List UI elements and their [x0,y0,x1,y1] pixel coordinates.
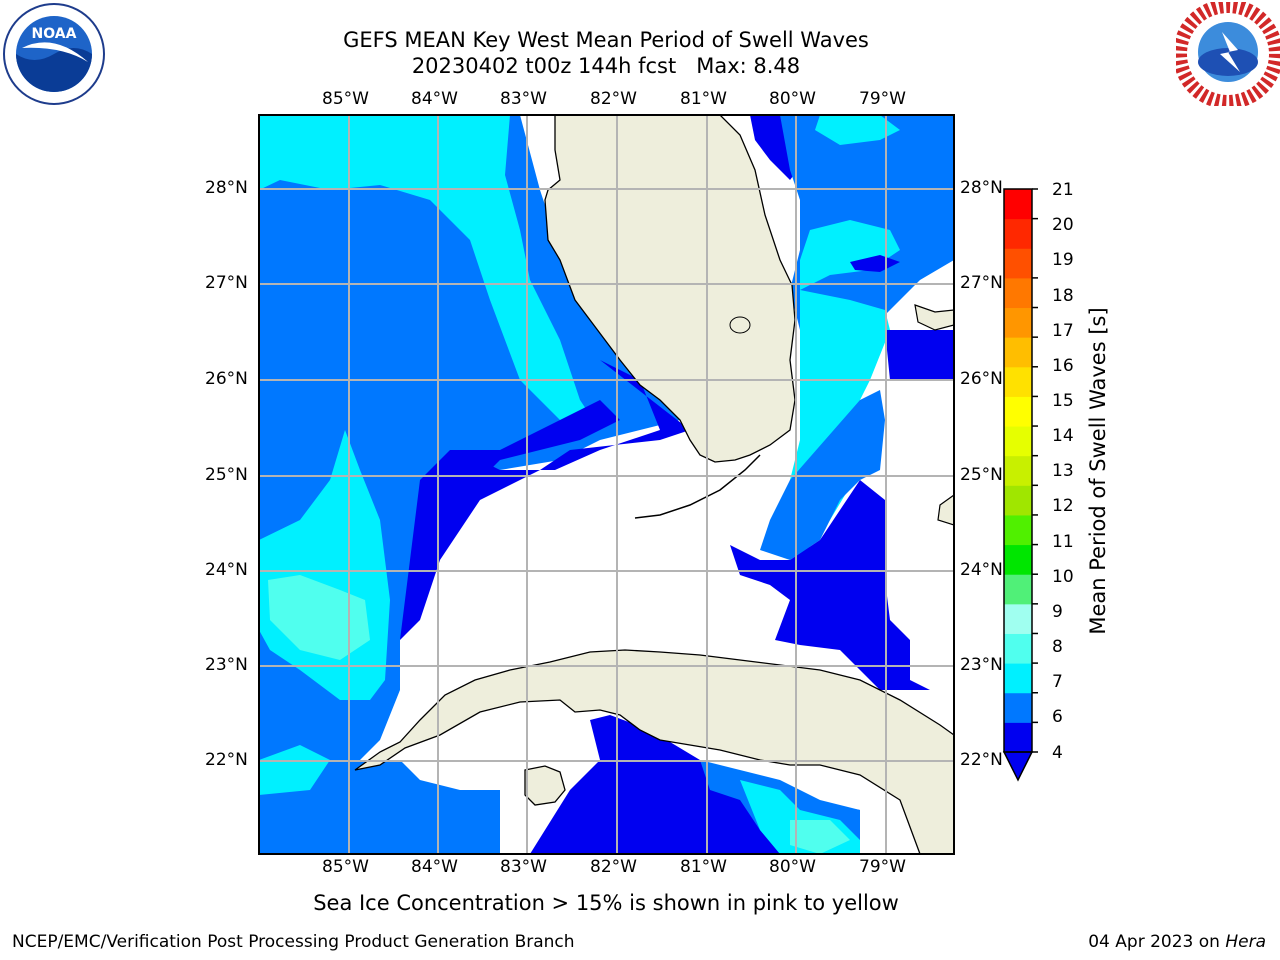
colorbar-segment [1004,544,1032,575]
colorbar-tick: 11 [1052,532,1074,552]
lon-tick-top: 84°W [411,89,458,109]
footer-credit: NCEP/EMC/Verification Post Processing Pr… [12,932,575,952]
map-title: GEFS MEAN Key West Mean Period of Swell … [256,27,956,79]
title-line-1: GEFS MEAN Key West Mean Period of Swell … [343,28,869,52]
colorbar-segment [1004,633,1032,664]
field-6-7s-south [790,820,850,854]
colorbar-segment [1004,663,1032,694]
colorbar-segment [1004,426,1032,457]
colorbar-segment [1004,603,1032,634]
lat-tick-left: 26°N [205,369,248,389]
field-2-4s-southwest [259,760,500,854]
lat-tick-right: 23°N [960,655,1003,675]
lon-tick-bottom: 84°W [411,857,458,877]
colorbar-tick: 14 [1052,426,1074,446]
lat-tick-right: 27°N [960,273,1003,293]
field-4-6s-southwest [259,745,330,795]
colorbar-tick: 7 [1052,672,1063,692]
lat-tick-right: 26°N [960,369,1003,389]
colorbar-segment [1004,248,1032,279]
florida-land [544,115,796,463]
colorbar-tick: 21 [1052,180,1074,200]
andros-land [937,494,954,526]
colorbar-tick: 20 [1052,215,1074,235]
colorbar-segment [1004,307,1032,338]
lon-tick-top: 83°W [500,89,547,109]
colorbar-tick: 6 [1052,707,1063,727]
colorbar-segment [1004,485,1032,516]
colorbar-tick: 13 [1052,461,1074,481]
lon-tick-top: 82°W [590,89,637,109]
field-under-2s-east-straits [730,480,930,690]
lat-tick-left: 24°N [205,560,248,580]
lon-tick-bottom: 83°W [500,857,547,877]
colorbar-tick: 8 [1052,637,1063,657]
lat-tick-right: 22°N [960,750,1003,770]
colorbar-underflow-arrow [1002,751,1034,782]
lon-tick-bottom: 81°W [680,857,727,877]
colorbar-segment [1004,455,1032,486]
lon-tick-bottom: 85°W [322,857,369,877]
lat-tick-left: 25°N [205,465,248,485]
colorbar-tick: 9 [1052,602,1063,622]
field-6-7s-west [268,575,370,660]
field-4-6s-west-top [259,115,600,430]
colorbar-tick: 10 [1052,567,1074,587]
colorbar-segment [1004,396,1032,427]
lat-tick-left: 23°N [205,655,248,675]
lat-tick-left: 28°N [205,178,248,198]
colorbar-tick: 18 [1052,286,1074,306]
footer-date: 04 Apr 2023 on Hera [1088,932,1266,952]
florida-keys [634,454,761,519]
colorbar-frame [1003,188,1033,753]
colorbar-segment [1004,722,1032,753]
field-under-2s-west-2 [400,400,620,640]
colorbar-tick: 17 [1052,321,1074,341]
lon-tick-bottom: 80°W [769,857,816,877]
lon-tick-bottom: 79°W [859,857,906,877]
nws-logo [1176,2,1280,106]
field-4-6s-east-mid [800,220,900,290]
lat-tick-left: 22°N [205,750,248,770]
lon-tick-top: 81°W [680,89,727,109]
map-field [259,115,954,854]
colorbar-segment [1004,189,1032,220]
bahamas-land [914,304,954,331]
lon-tick-top: 79°W [859,89,906,109]
colorbar-tick: 19 [1052,250,1074,270]
noaa-logo: NOAA [3,3,105,105]
colorbar-segment [1004,514,1032,546]
colorbar-tick: 4 [1052,743,1063,763]
field-under-2s-east-patch [850,255,900,272]
lat-tick-left: 27°N [205,273,248,293]
colorbar-segment [1004,574,1032,605]
field-under-2s-bahamas [885,330,954,380]
lat-tick-right: 25°N [960,465,1003,485]
colorbar-segment [1004,337,1032,368]
colorbar-segment [1004,366,1032,397]
field-4-6s-east-top [815,115,900,145]
colorbar-segment [1004,692,1032,723]
colorbar-tick: 12 [1052,496,1074,516]
svg-text:NOAA: NOAA [32,26,77,42]
map-frame [258,114,955,855]
lat-tick-right: 28°N [960,178,1003,198]
lat-tick-right: 24°N [960,560,1003,580]
sea-ice-note: Sea Ice Concentration > 15% is shown in … [313,891,899,915]
title-line-2: 20230402 t00z 144h fcst Max: 8.48 [411,54,801,78]
colorbar-segment [1004,218,1032,249]
lon-tick-top: 85°W [322,89,369,109]
colorbar-tick: 16 [1052,356,1074,376]
colorbar-tick: 15 [1052,391,1074,411]
graticule [259,115,954,854]
lon-tick-bottom: 82°W [590,857,637,877]
lon-tick-top: 80°W [769,89,816,109]
colorbar [1002,188,1038,782]
colorbar-segment [1004,277,1032,309]
